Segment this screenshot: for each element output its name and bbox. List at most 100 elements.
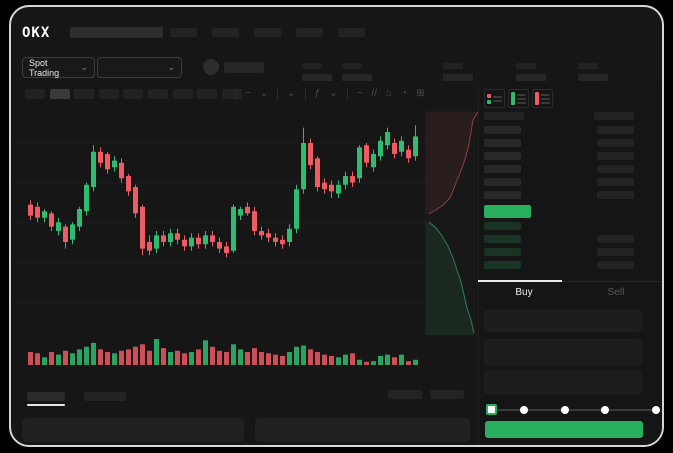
- buy-submit-button[interactable]: [485, 421, 643, 438]
- bid-swatch: [487, 99, 491, 104]
- bid-amount-placeholder[interactable]: [597, 248, 634, 256]
- book-lines: [493, 92, 502, 105]
- price-field-placeholder[interactable]: [484, 310, 642, 332]
- slider-stop-dot[interactable]: [520, 406, 528, 414]
- book-price-header-placeholder: [484, 112, 524, 120]
- order-book-asks-icon[interactable]: [532, 89, 553, 108]
- timeframe-button[interactable]: [49, 89, 70, 99]
- timeframe-bar: [25, 89, 242, 99]
- chevron-down-icon[interactable]: ⌄: [329, 88, 338, 99]
- timeframe-button[interactable]: [123, 89, 144, 99]
- stat-placeholder: [578, 63, 608, 81]
- bottom-action-placeholder[interactable]: [388, 390, 422, 399]
- toolbar-separator: [235, 88, 236, 100]
- chevron-down-icon: ⌄: [80, 62, 88, 72]
- stat-placeholder: [342, 63, 372, 81]
- slider-stop-dot[interactable]: [561, 406, 569, 414]
- history-icon[interactable]: ◔: [401, 88, 408, 99]
- timeframe-button[interactable]: [147, 89, 168, 99]
- stat-value-placeholder: [342, 74, 372, 81]
- chevron-down-icon: ⌄: [167, 62, 175, 72]
- ask-price-placeholder[interactable]: [484, 139, 521, 147]
- pair-name-placeholder: [224, 62, 264, 73]
- stat-placeholder: [516, 63, 546, 81]
- timeframe-button[interactable]: [197, 89, 218, 99]
- slider-stop-dot[interactable]: [601, 406, 609, 414]
- timeframe-button[interactable]: [98, 89, 119, 99]
- market-type-label: Spot Trading: [29, 57, 60, 78]
- bid-price-placeholder[interactable]: [484, 222, 521, 230]
- timeframe-button[interactable]: [74, 89, 95, 99]
- bottom-tab-underline: [27, 404, 65, 406]
- okx-logo[interactable]: OKX: [22, 25, 51, 41]
- ask-amount-placeholder[interactable]: [597, 126, 634, 134]
- tab-buy[interactable]: Buy: [515, 287, 533, 298]
- stat-placeholder: [443, 63, 473, 81]
- ask-amount-placeholder[interactable]: [597, 139, 634, 147]
- bottom-tab-placeholder[interactable]: [84, 392, 126, 401]
- fullscreen-icon[interactable]: ⊞: [416, 88, 425, 99]
- coin-icon: [203, 59, 219, 75]
- pair-dropdown[interactable]: ⌄: [97, 57, 182, 78]
- ask-amount-placeholder[interactable]: [597, 165, 634, 173]
- timeframe-button[interactable]: [172, 89, 193, 99]
- stat-label-placeholder: [302, 63, 322, 69]
- stat-label-placeholder: [342, 63, 362, 69]
- candle-style-icon[interactable]: ~: [245, 88, 251, 99]
- ask-amount-placeholder[interactable]: [597, 152, 634, 160]
- snapshot-icon[interactable]: ⌂: [385, 88, 393, 99]
- bottom-input-placeholder[interactable]: [22, 418, 244, 442]
- top-nav: [170, 28, 365, 37]
- total-field-placeholder[interactable]: [484, 370, 642, 394]
- stat-label-placeholder: [578, 63, 598, 69]
- bottom-action-placeholder[interactable]: [430, 390, 464, 399]
- depth-chart[interactable]: [426, 110, 479, 335]
- last-price-bar[interactable]: [484, 205, 531, 218]
- tab-sell[interactable]: Sell: [607, 287, 625, 298]
- market-type-dropdown[interactable]: Spot Trading ⌄: [22, 57, 95, 78]
- bottom-tab-active-placeholder[interactable]: [27, 392, 65, 401]
- ask-price-placeholder[interactable]: [484, 126, 521, 134]
- interval-menu-icon[interactable]: ⌄: [287, 88, 296, 99]
- depth-panel: [425, 110, 479, 335]
- nav-item-placeholder[interactable]: [296, 28, 323, 37]
- book-amount-header-placeholder: [594, 112, 634, 120]
- ask-amount-placeholder[interactable]: [597, 178, 634, 186]
- amount-slider-track[interactable]: [488, 409, 658, 411]
- book-lines: [517, 92, 526, 105]
- ask-price-placeholder[interactable]: [484, 178, 521, 186]
- app-screen: OKX Spot Trading ⌄ ⌄ ~ ⌄ ⌄ ƒ ⌄ ~ // ⌂ ◔ ⊞: [9, 5, 664, 447]
- line-tool-icon[interactable]: ~: [356, 88, 363, 99]
- nav-item-placeholder[interactable]: [170, 28, 197, 37]
- bottom-input-placeholder[interactable]: [255, 418, 470, 442]
- timeframe-button[interactable]: [221, 89, 242, 99]
- order-book-bids-icon[interactable]: [508, 89, 529, 108]
- draw-tool-icon[interactable]: //: [371, 88, 377, 99]
- bid-amount-placeholder[interactable]: [597, 235, 634, 243]
- ask-swatch: [487, 93, 491, 98]
- timeframe-button[interactable]: [25, 89, 45, 99]
- nav-item-placeholder[interactable]: [254, 28, 281, 37]
- ask-amount-placeholder[interactable]: [597, 191, 634, 199]
- bid-price-placeholder[interactable]: [484, 248, 521, 256]
- candlestick-chart[interactable]: [15, 107, 460, 369]
- order-book-combined-icon[interactable]: [484, 89, 505, 108]
- ask-price-placeholder[interactable]: [484, 191, 521, 199]
- toolbar-separator: [304, 88, 306, 100]
- header-placeholder: [70, 27, 163, 38]
- chevron-down-icon[interactable]: ⌄: [259, 88, 269, 99]
- bid-amount-placeholder[interactable]: [597, 261, 634, 269]
- slider-stop-dot[interactable]: [652, 406, 660, 414]
- bid-price-placeholder[interactable]: [484, 261, 521, 269]
- ask-price-placeholder[interactable]: [484, 165, 521, 173]
- nav-item-placeholder[interactable]: [338, 28, 365, 37]
- indicators-icon[interactable]: ƒ: [314, 88, 321, 99]
- stat-placeholder: [302, 63, 332, 81]
- nav-item-placeholder[interactable]: [212, 28, 239, 37]
- ask-price-placeholder[interactable]: [484, 152, 521, 160]
- toolbar-separator: [277, 88, 279, 100]
- slider-handle[interactable]: [486, 404, 497, 415]
- amount-field-placeholder[interactable]: [484, 339, 642, 366]
- bid-price-placeholder[interactable]: [484, 235, 521, 243]
